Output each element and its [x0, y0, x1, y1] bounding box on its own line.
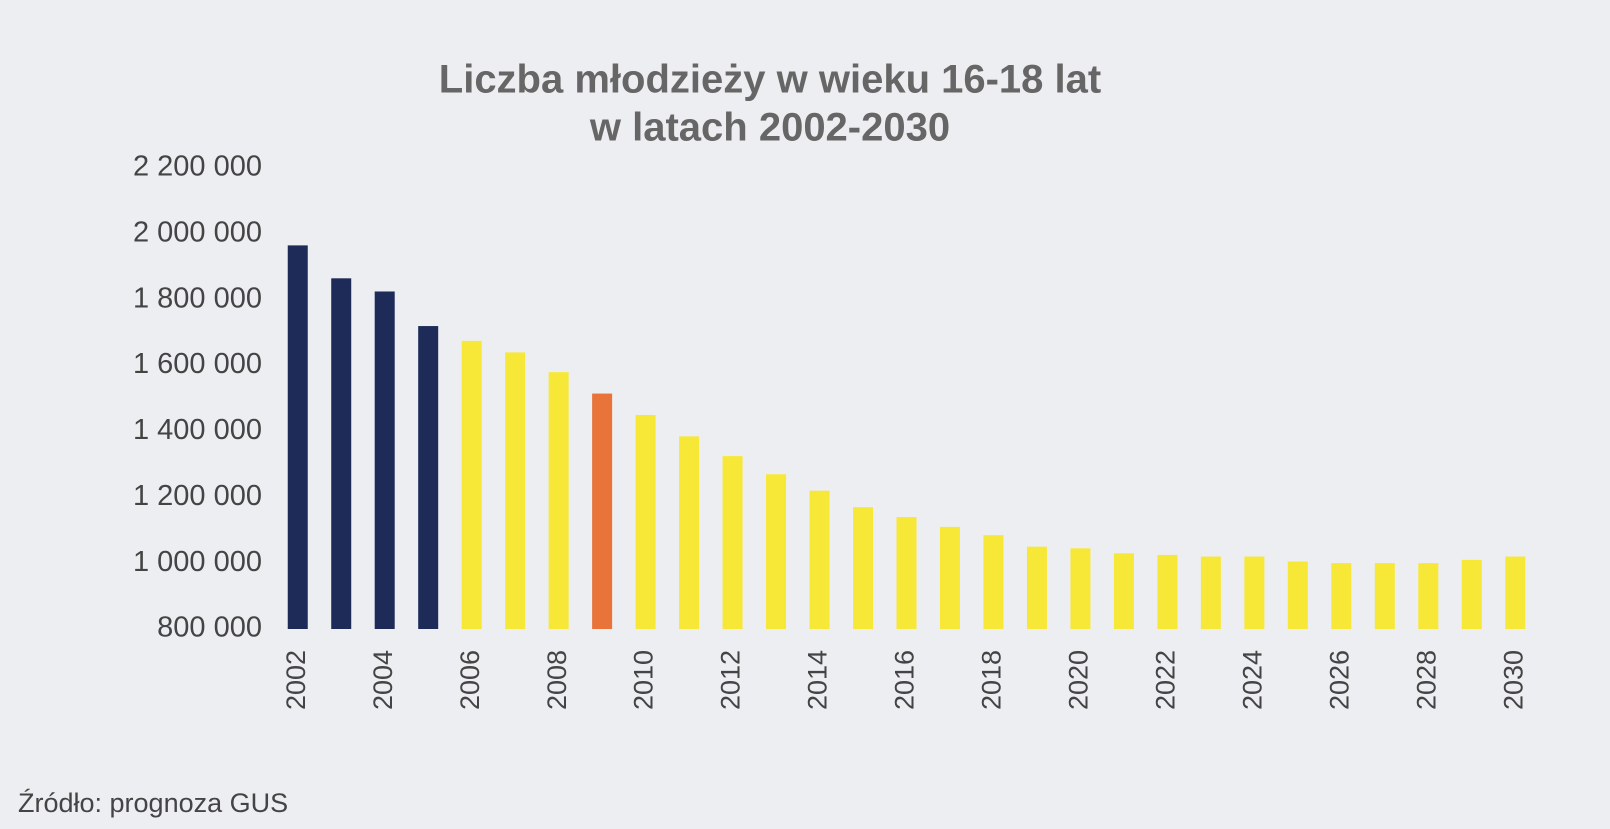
bar	[1113, 553, 1134, 629]
bar	[1026, 546, 1047, 629]
y-tick-label: 800 000	[157, 612, 262, 644]
bar	[896, 517, 917, 629]
bar	[1200, 556, 1221, 629]
x-tick-label: 2022	[1151, 650, 1181, 710]
bar	[766, 474, 787, 629]
bar	[853, 507, 874, 629]
y-tick-label: 1 600 000	[133, 348, 262, 380]
bar	[1418, 563, 1439, 629]
bar	[287, 245, 308, 629]
bar	[1374, 563, 1395, 629]
bar	[1331, 563, 1352, 629]
bar	[1287, 561, 1308, 629]
chart-title: Liczba młodzieży w wieku 16-18 lat	[439, 58, 1101, 102]
y-tick-label: 2 000 000	[133, 217, 262, 249]
x-tick-label: 2018	[977, 650, 1007, 710]
y-tick-label: 1 800 000	[133, 282, 262, 314]
x-tick-label: 2002	[281, 650, 311, 710]
x-tick-label: 2006	[455, 650, 485, 710]
bar	[418, 326, 439, 629]
bar	[461, 340, 482, 629]
bar	[722, 456, 743, 629]
bar	[505, 352, 526, 629]
chart-title: w latach 2002-2030	[589, 106, 950, 150]
y-tick-label: 2 200 000	[133, 151, 262, 183]
x-tick-label: 2020	[1064, 650, 1094, 710]
bar	[983, 535, 1004, 629]
x-tick-label: 2028	[1411, 650, 1441, 710]
x-tick-label: 2008	[542, 650, 572, 710]
x-tick-label: 2030	[1498, 650, 1528, 710]
y-tick-label: 1 200 000	[133, 480, 262, 512]
bar	[679, 436, 700, 629]
bar	[331, 278, 352, 629]
x-tick-label: 2016	[890, 650, 920, 710]
x-tick-label: 2014	[803, 650, 833, 710]
bar	[374, 291, 395, 629]
x-tick-label: 2024	[1237, 650, 1267, 710]
x-tick-label: 2004	[368, 650, 398, 710]
x-tick-label: 2012	[716, 650, 746, 710]
x-tick-label: 2026	[1324, 650, 1354, 710]
bar	[548, 372, 569, 629]
bar	[939, 526, 960, 629]
bar	[1157, 554, 1178, 629]
bar	[1461, 559, 1482, 629]
bar	[1244, 556, 1265, 629]
y-tick-label: 1 400 000	[133, 414, 262, 446]
y-tick-label: 1 000 000	[133, 546, 262, 578]
bar	[1070, 548, 1091, 629]
bar	[1505, 556, 1526, 629]
bar	[592, 393, 613, 629]
x-tick-label: 2010	[629, 650, 659, 710]
bar	[635, 414, 656, 629]
bar	[809, 490, 830, 629]
source-note: Źródło: prognoza GUS	[18, 788, 288, 818]
